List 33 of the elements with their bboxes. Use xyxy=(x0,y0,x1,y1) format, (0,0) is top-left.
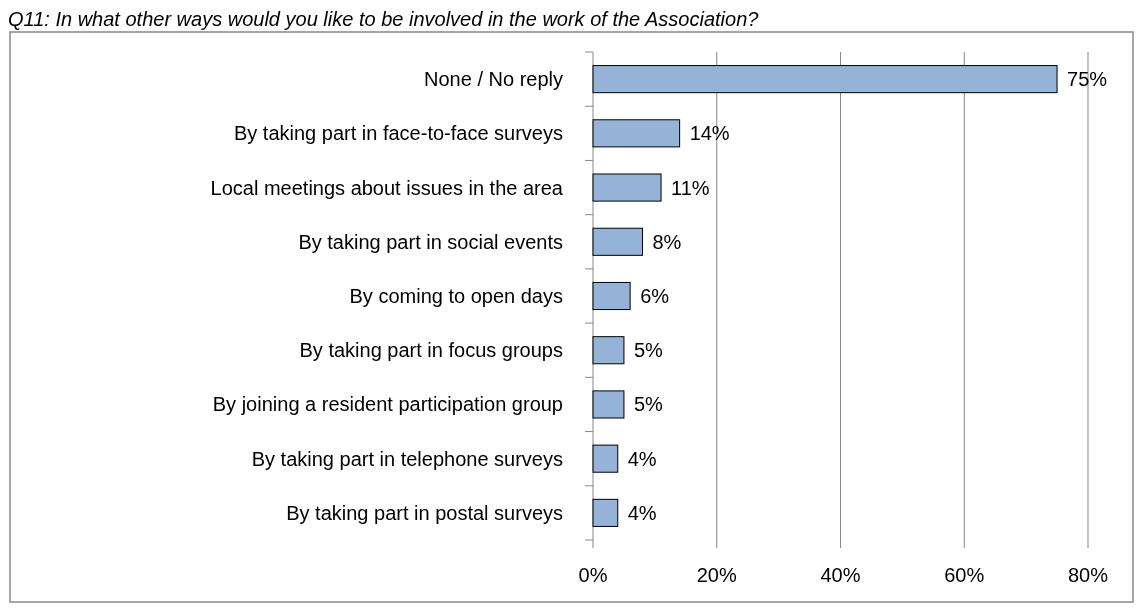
data-label: 5% xyxy=(633,393,664,416)
data-label: 5% xyxy=(633,339,664,362)
y-tick-label: None / No reply xyxy=(424,68,563,91)
y-tick-label: By taking part in social events xyxy=(298,230,563,253)
bar xyxy=(592,281,631,311)
data-label: 14% xyxy=(689,122,730,145)
text: Q11: In what other ways would you like to be involved in the work of the Association? xyxy=(8,8,760,30)
data-label: 6% xyxy=(640,285,670,307)
x-tick-label: 80% xyxy=(1067,564,1109,586)
x-tick-label: 20% xyxy=(696,564,737,586)
y-tick-label: By taking part in face-to-face surveys xyxy=(233,122,563,145)
bar xyxy=(592,498,619,527)
y-tick-label: By taking part in telephone surveys xyxy=(251,447,563,470)
y-tick-label: By coming to open days xyxy=(349,285,563,307)
data-label: 4% xyxy=(627,501,657,524)
bar xyxy=(592,65,1058,94)
bar xyxy=(592,227,643,256)
bar xyxy=(592,119,681,148)
x-tick-label: 0% xyxy=(578,564,608,586)
y-tick-label: By taking part in focus groups xyxy=(299,339,563,362)
data-label: 75% xyxy=(1067,68,1108,91)
bar xyxy=(592,336,625,365)
y-tick-label: By taking part in postal surveys xyxy=(286,501,563,524)
data-label: 4% xyxy=(627,447,657,470)
bar xyxy=(592,390,625,419)
data-label: 11% xyxy=(671,176,710,199)
x-tick-label: 40% xyxy=(820,564,861,586)
x-tick-label: 60% xyxy=(944,564,985,586)
bar xyxy=(592,444,619,473)
bar xyxy=(592,173,662,202)
y-tick-label: By joining a resident participation group xyxy=(212,393,563,416)
data-label: 8% xyxy=(652,230,682,253)
y-tick-label: Local meetings about issues in the area xyxy=(210,176,564,199)
